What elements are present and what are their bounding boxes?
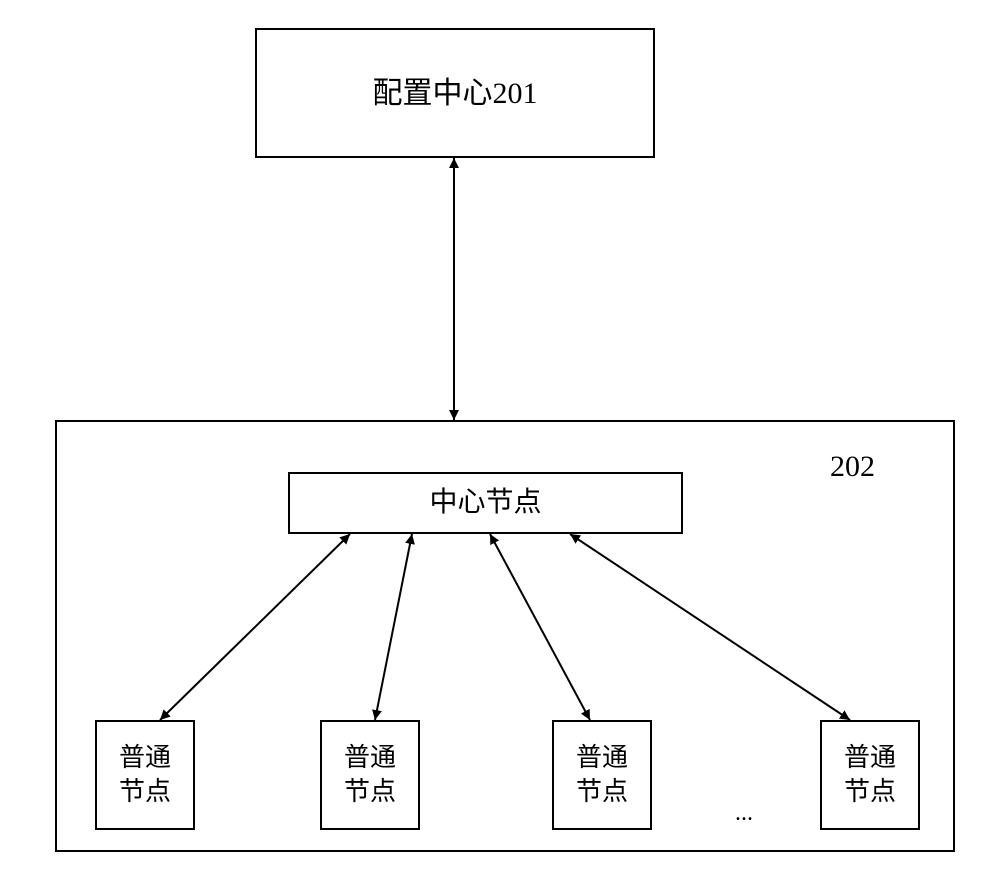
ellipsis-text: ... bbox=[735, 800, 753, 827]
cluster-label: 202 bbox=[830, 450, 875, 484]
config-center-box: 配置中心201 bbox=[255, 28, 655, 158]
center-node-label: 中心节点 bbox=[429, 485, 541, 521]
center-node-box: 中心节点 bbox=[288, 472, 683, 534]
config-center-label: 配置中心201 bbox=[373, 74, 538, 113]
normal-node-2-label: 普通 节点 bbox=[344, 741, 396, 809]
normal-node-1-box: 普通 节点 bbox=[95, 720, 195, 830]
normal-node-2-box: 普通 节点 bbox=[320, 720, 420, 830]
normal-node-3-label: 普通 节点 bbox=[576, 741, 628, 809]
normal-node-1-label: 普通 节点 bbox=[119, 741, 171, 809]
normal-node-4-box: 普通 节点 bbox=[820, 720, 920, 830]
normal-node-4-label: 普通 节点 bbox=[844, 741, 896, 809]
normal-node-3-box: 普通 节点 bbox=[552, 720, 652, 830]
